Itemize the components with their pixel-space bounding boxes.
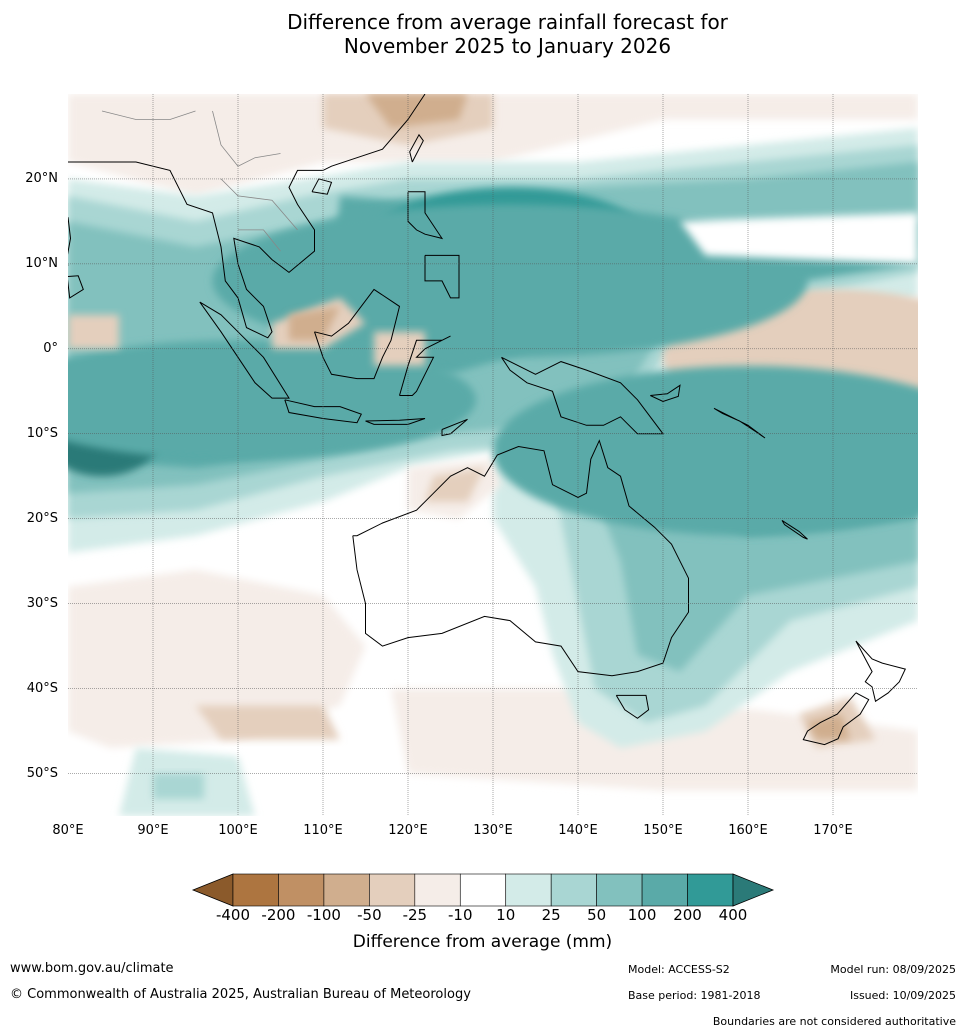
- coastline: [615, 694, 650, 719]
- longitude-label: 150°E: [643, 823, 683, 838]
- anomaly-region: [680, 212, 918, 264]
- latitude-label: 20°N: [25, 170, 58, 186]
- anomaly-region: [289, 306, 340, 341]
- colorbar-title: Difference from average (mm): [352, 932, 613, 952]
- colorbar-segment: [459, 873, 507, 907]
- title-line-1: Difference from average rainfall forecas…: [287, 10, 728, 34]
- colorbar-segment: [505, 873, 552, 907]
- coastline: [501, 356, 664, 435]
- colorbar-segment: [278, 873, 325, 907]
- anomaly-region: [374, 331, 425, 366]
- longitude-label: 160°E: [728, 823, 768, 838]
- colorbar-tick-label: 400: [718, 906, 748, 924]
- coastline: [68, 217, 72, 266]
- latitude-label: 30°S: [26, 595, 58, 611]
- colorbar-segment: [550, 873, 597, 907]
- colorbar-tick-label: -100: [306, 906, 341, 924]
- footer-copyright: © Commonwealth of Australia 2025, Austra…: [10, 987, 471, 1002]
- longitude-label: 130°E: [473, 823, 513, 838]
- colorbar-segment: [596, 873, 643, 907]
- colorbar-segment: [323, 873, 370, 907]
- anomaly-region: [153, 773, 204, 799]
- colorbar-tick-label: -10: [448, 906, 473, 924]
- anomaly-region: [68, 314, 119, 349]
- coastline: [399, 335, 451, 396]
- colorbar-high-extend: [732, 873, 775, 907]
- latitude-label: 10°N: [25, 255, 58, 271]
- longitude-label: 170°E: [813, 823, 853, 838]
- coastline: [650, 384, 681, 403]
- colorbar-tick-label: 25: [541, 906, 561, 924]
- colorbar-segment: [232, 873, 279, 907]
- footer-model-run: Model run: 08/09/2025: [830, 963, 956, 976]
- anomaly-region: [68, 340, 476, 460]
- latitude-label: 50°S: [26, 765, 58, 781]
- longitude-label: 80°E: [52, 823, 84, 838]
- latitude-label: 10°S: [26, 425, 58, 441]
- longitude-label: 90°E: [137, 823, 169, 838]
- colorbar-tick-label: 50: [587, 906, 607, 924]
- footer-issued: Issued: 10/09/2025: [849, 989, 956, 1002]
- anomaly-region: [807, 714, 850, 740]
- colorbar-tick-label: -400: [215, 906, 251, 924]
- colorbar-segment: [414, 873, 461, 907]
- coastline: [352, 439, 689, 677]
- colorbar-tick-label: -25: [402, 906, 428, 924]
- latitude-label: 20°S: [26, 510, 58, 526]
- coastline: [781, 519, 808, 540]
- chart-title: Difference from average rainfall forecas…: [0, 10, 965, 58]
- coastline: [424, 254, 460, 299]
- coastline: [284, 399, 363, 424]
- anomaly-region: [493, 365, 918, 536]
- longitude-label: 110°E: [303, 823, 343, 838]
- anomaly-region: [365, 94, 468, 128]
- colorbar-tick-label: 10: [496, 906, 516, 924]
- coastline: [713, 407, 766, 439]
- longitude-label: 140°E: [558, 823, 598, 838]
- longitude-label: 120°E: [388, 823, 428, 838]
- coastline: [407, 191, 444, 240]
- footer-disclaimer: Boundaries are not considered authoritat…: [712, 1015, 956, 1028]
- country-border: [220, 178, 298, 231]
- anomaly-region: [195, 705, 340, 740]
- coastline: [311, 178, 333, 195]
- anomaly-region: [68, 569, 366, 748]
- coastline: [409, 133, 424, 163]
- coastline: [68, 275, 84, 299]
- longitude-label: 100°E: [218, 823, 258, 838]
- colorbar-tick-label: -200: [261, 906, 296, 924]
- colorbar-tick-label: 200: [673, 906, 702, 924]
- coastline: [802, 692, 870, 746]
- graticule: [68, 94, 918, 816]
- colorbar-segment: [641, 873, 688, 907]
- colorbar-tick-label: 100: [627, 906, 657, 924]
- coastline: [855, 640, 907, 703]
- anomaly-region: [425, 467, 485, 502]
- rainfall-difference-map: [68, 94, 918, 816]
- latitude-label: 40°S: [26, 680, 58, 696]
- footer-base-period: Base period: 1981-2018: [628, 989, 761, 1002]
- footer-model: Model: ACCESS-S2: [628, 963, 730, 976]
- latitude-label: 0°: [43, 340, 58, 356]
- title-line-2: November 2025 to January 2026: [343, 34, 672, 58]
- country-border: [101, 110, 196, 120]
- colorbar-low-extend: [191, 873, 234, 907]
- coastline: [199, 301, 290, 399]
- footer-url[interactable]: www.bom.gov.au/climate: [10, 961, 174, 976]
- coastline: [365, 418, 426, 425]
- colorbar-tick-label: -50: [357, 906, 382, 924]
- coastline: [68, 94, 426, 339]
- country-border: [238, 229, 281, 252]
- colorbar-segment: [369, 873, 416, 907]
- colorbar-segment: [687, 873, 734, 907]
